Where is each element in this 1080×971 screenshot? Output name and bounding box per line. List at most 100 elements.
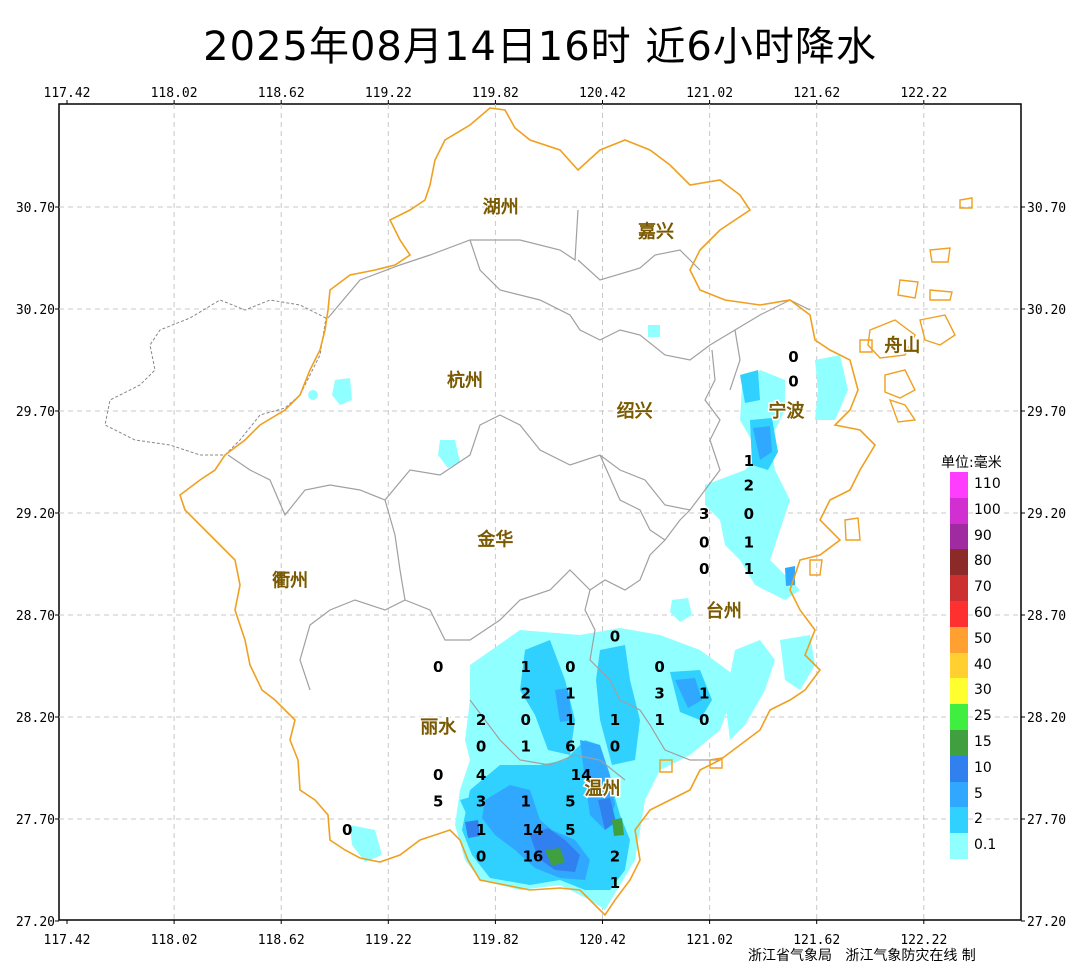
legend-swatch bbox=[950, 523, 968, 550]
lon-tick-top: 119.22 bbox=[365, 86, 412, 101]
station-value: 0 bbox=[744, 505, 754, 523]
legend-label: 80 bbox=[974, 553, 992, 570]
rain-area-light bbox=[705, 370, 800, 600]
lon-tick-top: 117.42 bbox=[44, 86, 91, 101]
legend-label: 60 bbox=[974, 604, 992, 621]
axis-ticks: 117.42 117.42 118.02 118.02 118.62 118.62 119.… bbox=[16, 86, 1066, 948]
legend-item: 30 bbox=[943, 678, 1023, 705]
station-value: 0 bbox=[699, 534, 709, 552]
legend-swatch bbox=[950, 781, 968, 808]
rain-area-light bbox=[438, 440, 460, 468]
station-value: 3 bbox=[699, 505, 709, 523]
station-value: 1 bbox=[654, 711, 664, 729]
legend-swatch bbox=[950, 833, 968, 859]
lon-tick-bottom: 117.42 bbox=[44, 933, 91, 948]
lat-tick-right: 27.20 bbox=[1027, 915, 1066, 930]
rain-area-light bbox=[670, 598, 692, 622]
legend-item: 2 bbox=[943, 807, 1023, 834]
legend-label: 90 bbox=[974, 527, 992, 544]
lon-tick-bottom: 118.62 bbox=[258, 933, 305, 948]
city-label: 湖州 bbox=[483, 197, 519, 218]
station-value: 5 bbox=[565, 793, 575, 811]
station-value: 0 bbox=[654, 658, 664, 676]
lat-tick-left: 27.70 bbox=[16, 813, 55, 828]
legend-rows: 110 100 90 80 70 60 50 40 30 25 15 10 5 2 0.1 bbox=[943, 472, 1023, 859]
city-borders bbox=[227, 209, 811, 781]
map-title: 2025年08月14日16时 近6小时降水 bbox=[203, 24, 877, 70]
legend-label: 10 bbox=[974, 759, 992, 776]
station-value: 1 bbox=[744, 534, 754, 552]
lat-tick-right: 29.70 bbox=[1027, 405, 1066, 420]
legend-swatch bbox=[950, 549, 968, 576]
legend-label: 0.1 bbox=[974, 837, 997, 854]
legend-swatch bbox=[950, 807, 968, 834]
rain-area-light bbox=[648, 325, 660, 337]
legend-item: 5 bbox=[943, 781, 1023, 808]
lon-tick-bottom: 119.82 bbox=[472, 933, 519, 948]
station-value: 0 bbox=[788, 348, 798, 366]
rain-area-heavy bbox=[785, 566, 795, 586]
station-value: 0 bbox=[521, 711, 531, 729]
rain-area-light bbox=[332, 378, 352, 405]
lon-tick-top: 118.62 bbox=[258, 86, 305, 101]
legend-swatch bbox=[950, 626, 968, 653]
rain-area-layer bbox=[308, 325, 848, 910]
legend-label: 100 bbox=[974, 501, 1001, 518]
legend-item: 80 bbox=[943, 549, 1023, 576]
legend-label: 15 bbox=[974, 733, 992, 750]
legend-label: 110 bbox=[974, 476, 1001, 492]
legend-label: 40 bbox=[974, 656, 992, 673]
city-label: 绍兴 bbox=[617, 400, 653, 422]
station-value: 0 bbox=[476, 738, 486, 756]
station-value: 1 bbox=[565, 685, 575, 703]
lat-tick-right: 27.70 bbox=[1027, 813, 1066, 828]
legend-title: 单位:毫米 bbox=[941, 455, 1002, 471]
rain-area-light bbox=[815, 355, 848, 420]
station-value: 1 bbox=[521, 738, 531, 756]
legend-swatch bbox=[950, 652, 968, 679]
station-value: 6 bbox=[565, 738, 575, 756]
station-value: 1 bbox=[610, 874, 620, 892]
station-value: 1 bbox=[565, 711, 575, 729]
lat-tick-right: 28.70 bbox=[1027, 609, 1066, 624]
city-label: 宁波 bbox=[768, 400, 805, 422]
legend-label: 50 bbox=[974, 630, 992, 647]
rain-area-intense bbox=[598, 798, 616, 830]
lat-tick-left: 28.20 bbox=[16, 711, 55, 726]
islands bbox=[659, 197, 973, 773]
station-value: 3 bbox=[654, 685, 664, 703]
lon-tick-bottom: 120.42 bbox=[579, 933, 626, 948]
station-value: 0 bbox=[476, 848, 486, 866]
station-value: 14 bbox=[522, 821, 543, 839]
rain-area-moderate bbox=[596, 645, 640, 765]
station-value: 1 bbox=[476, 821, 486, 839]
legend-swatch bbox=[950, 755, 968, 782]
station-value: 2 bbox=[610, 848, 620, 866]
legend-item: 110 bbox=[943, 472, 1023, 498]
rain-area-moderate bbox=[740, 370, 760, 403]
station-value: 16 bbox=[522, 848, 543, 866]
city-label: 舟山 bbox=[884, 335, 920, 357]
station-value: 5 bbox=[565, 821, 575, 839]
legend-item: 0.1 bbox=[943, 833, 1023, 859]
lat-tick-right: 30.70 bbox=[1027, 201, 1066, 216]
lat-tick-right: 28.20 bbox=[1027, 711, 1066, 726]
city-label: 杭州 bbox=[447, 369, 483, 391]
station-value: 1 bbox=[521, 658, 531, 676]
lon-tick-top: 119.82 bbox=[472, 86, 519, 101]
city-label: 嘉兴 bbox=[637, 221, 674, 242]
station-value: 1 bbox=[699, 685, 709, 703]
station-value: 0 bbox=[342, 821, 352, 839]
city-label: 金华 bbox=[476, 529, 513, 551]
station-value: 2 bbox=[476, 711, 486, 729]
lat-tick-left: 29.20 bbox=[16, 507, 55, 522]
rain-area-light bbox=[725, 640, 775, 740]
legend-swatch bbox=[950, 600, 968, 627]
neighbor-province-border bbox=[104, 299, 327, 456]
rain-area-heavy bbox=[675, 678, 702, 708]
legend-label: 25 bbox=[974, 708, 992, 725]
legend-label: 2 bbox=[974, 811, 983, 828]
station-value: 3 bbox=[476, 793, 486, 811]
